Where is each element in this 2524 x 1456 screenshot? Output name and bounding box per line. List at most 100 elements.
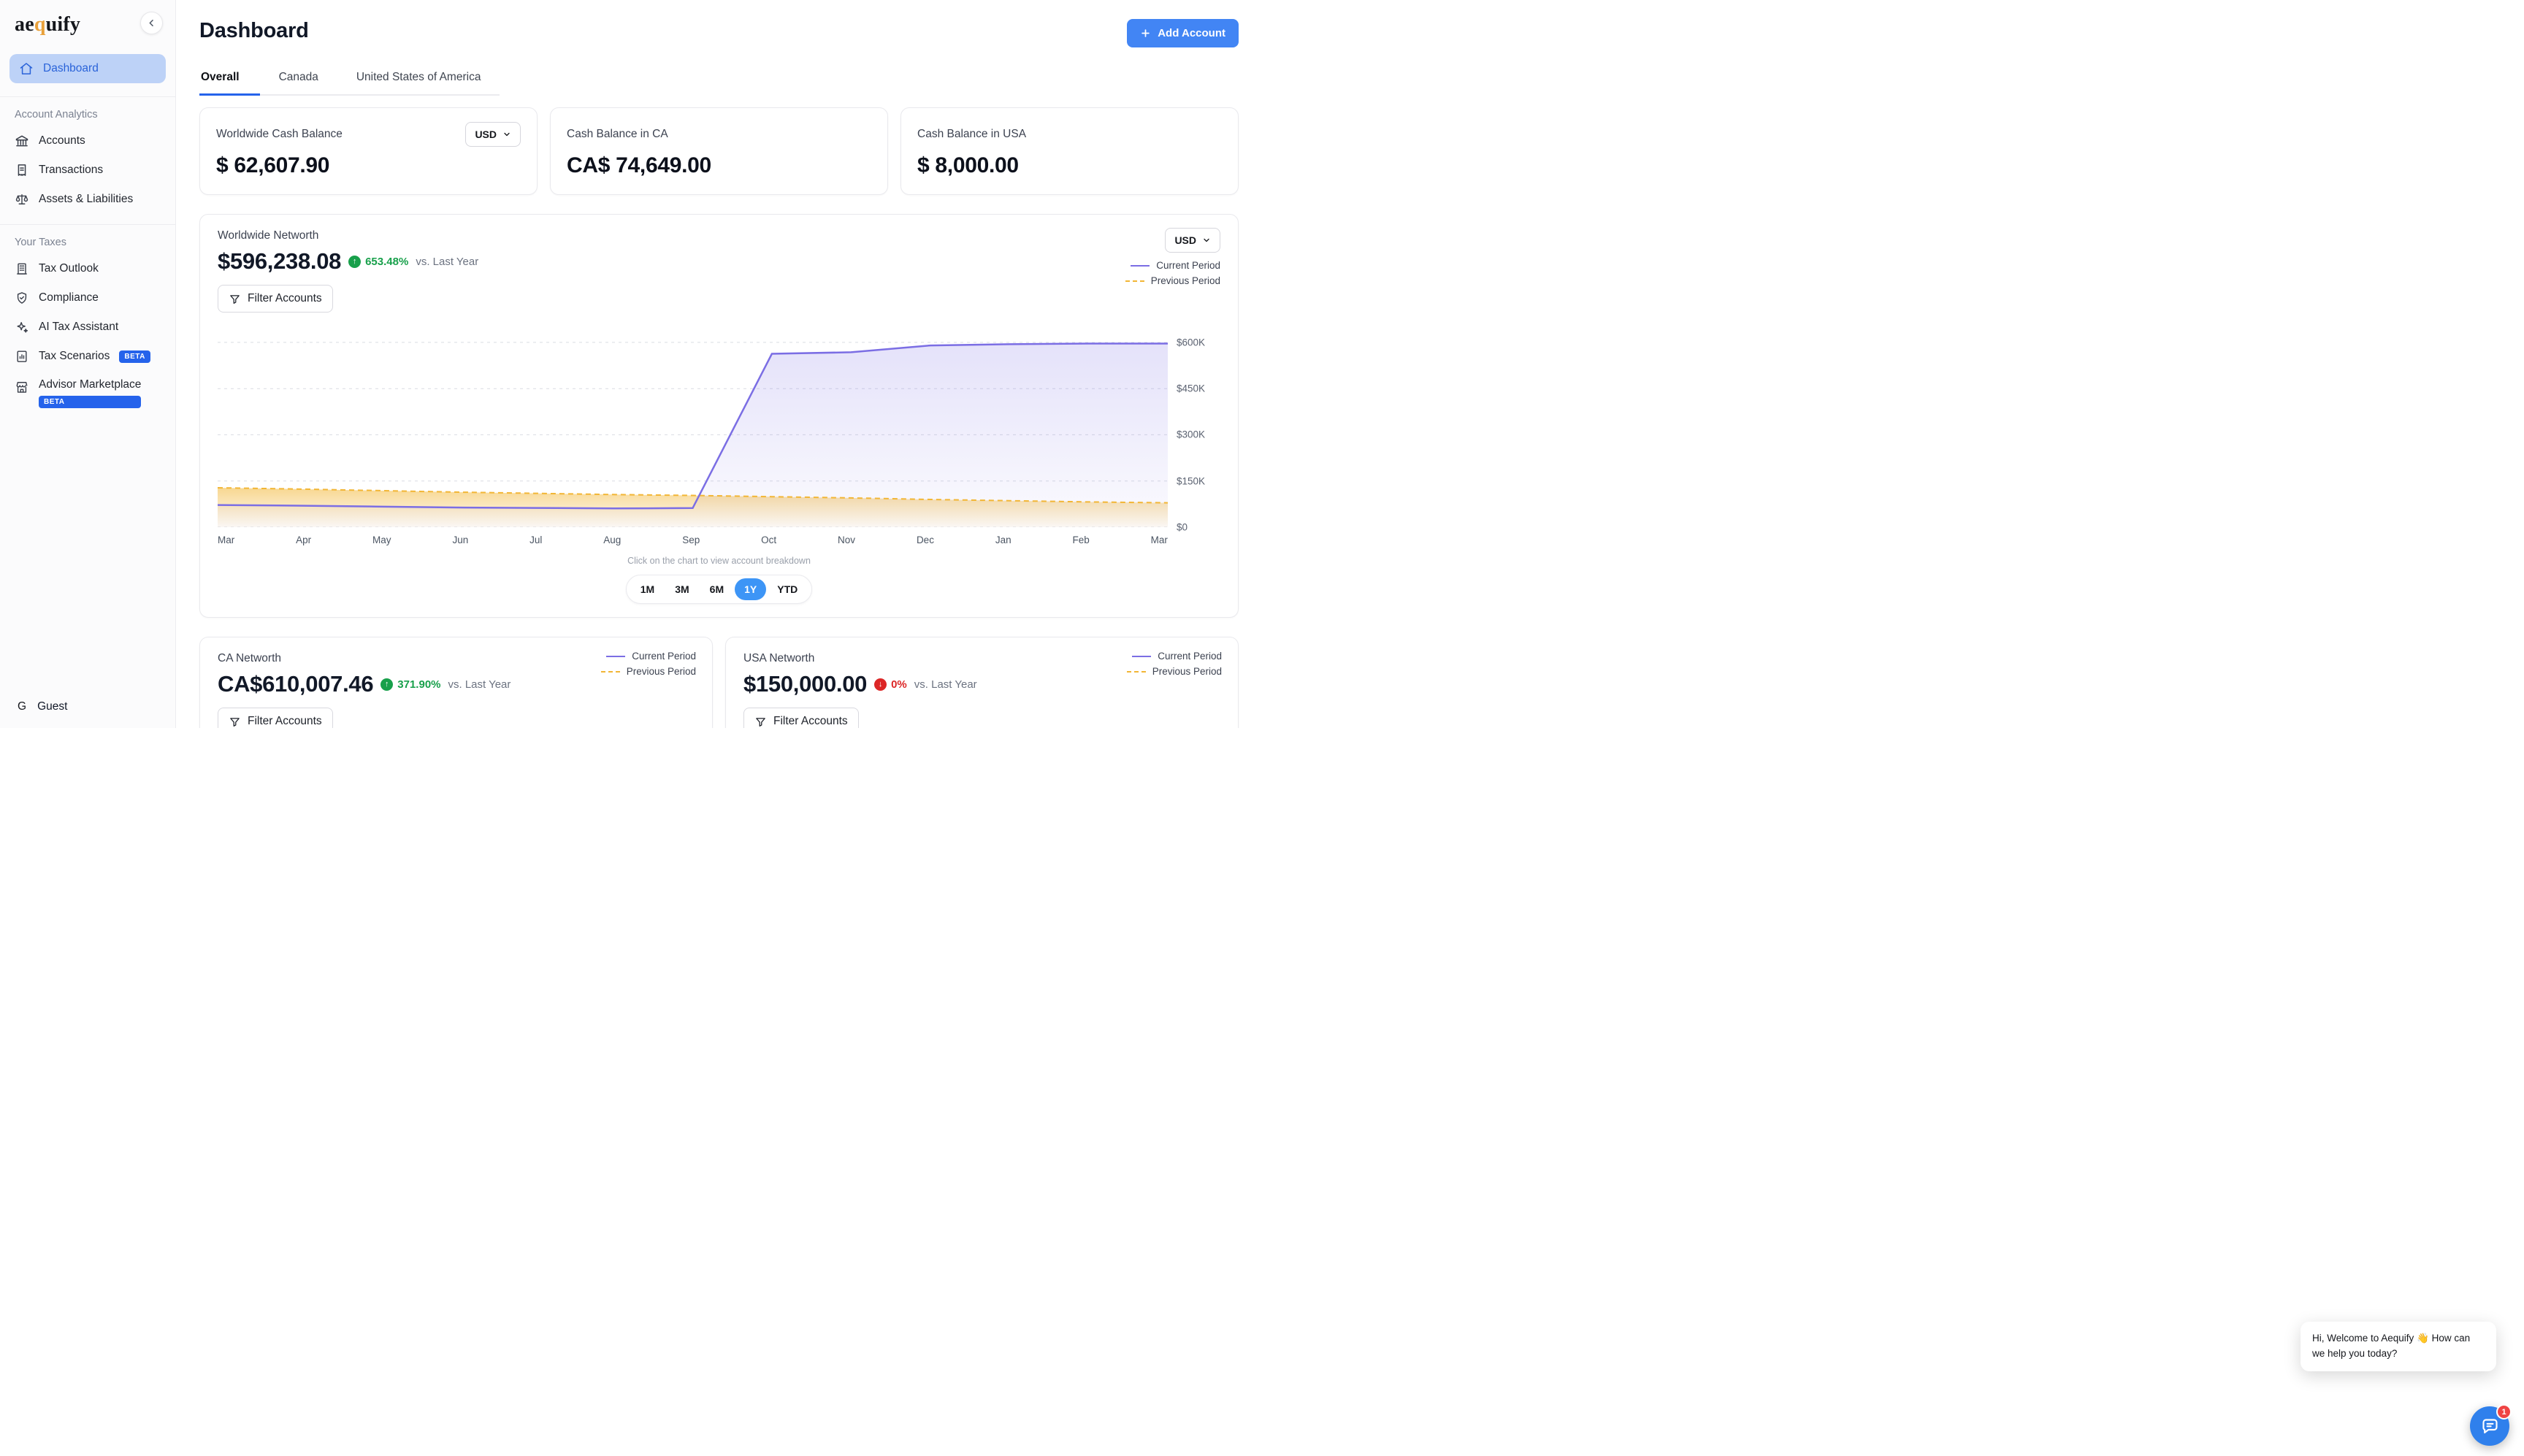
sidebar-item-accounts[interactable]: Accounts — [0, 126, 175, 156]
x-axis-label: Feb — [1072, 534, 1090, 545]
range-pill-3m[interactable]: 3M — [675, 583, 689, 595]
range-pill-1y[interactable]: 1Y — [735, 578, 767, 600]
legend-label-current: Current Period — [1158, 651, 1222, 662]
usa-networth-card: USA Networth $150,000.00 ↓ 0% vs. Last Y… — [725, 637, 1239, 728]
sidebar-item-assets-liabilities[interactable]: Assets & Liabilities — [0, 185, 175, 214]
sidebar-item-label: Tax Scenarios — [39, 350, 110, 362]
x-axis-label: Nov — [838, 534, 856, 545]
x-axis-label: May — [372, 534, 391, 545]
document-chart-icon — [15, 349, 29, 364]
page-title: Dashboard — [199, 19, 309, 42]
main-content: Dashboard Add Account Overall Canada Uni… — [176, 0, 1262, 728]
filter-accounts-label: Filter Accounts — [773, 715, 848, 727]
networth-change-suffix: vs. Last Year — [448, 678, 511, 691]
arrow-up-circle-icon: ↑ — [348, 255, 362, 268]
funnel-icon — [229, 716, 241, 728]
receipt-icon — [15, 163, 29, 177]
currency-select[interactable]: USD — [1165, 228, 1220, 253]
funnel-icon — [229, 293, 241, 305]
networth-change-value: 0% — [891, 678, 907, 691]
legend-label-current: Current Period — [1156, 260, 1220, 271]
stat-label: Worldwide Cash Balance — [216, 128, 343, 140]
stat-label: Cash Balance in CA — [567, 128, 668, 140]
sidebar-item-advisor-marketplace[interactable]: Advisor Marketplace BETA — [0, 371, 175, 415]
sidebar-item-transactions[interactable]: Transactions — [0, 156, 175, 185]
sidebar-divider — [0, 96, 175, 97]
x-axis-label: Sep — [682, 534, 700, 545]
country-tabs: Overall Canada United States of America — [199, 64, 500, 96]
user-profile[interactable]: G Guest — [0, 686, 175, 728]
stat-label: Cash Balance in USA — [917, 128, 1027, 140]
chart-legend: Current Period Previous Period — [1125, 260, 1220, 286]
sidebar-item-tax-scenarios[interactable]: Tax Scenarios BETA — [0, 342, 175, 371]
app-logo: aequify — [0, 0, 175, 45]
time-range-selector: 1M 3M 6M 1Y YTD — [625, 575, 813, 604]
storefront-icon — [15, 380, 29, 394]
chart-legend: Current Period Previous Period — [1126, 651, 1222, 677]
sidebar-collapse-button[interactable] — [140, 12, 163, 34]
sidebar-item-label: Accounts — [39, 134, 85, 147]
stat-value: CA$ 74,649.00 — [567, 153, 711, 177]
networth-change-value: 653.48% — [365, 255, 409, 268]
filter-accounts-button[interactable]: Filter Accounts — [218, 285, 333, 313]
networth-title: Worldwide Networth — [218, 229, 319, 242]
current-period-swatch — [1132, 655, 1152, 657]
sidebar-item-label: Dashboard — [43, 62, 99, 74]
y-axis-label: $600K — [1177, 337, 1206, 348]
networth-change-suffix: vs. Last Year — [416, 255, 479, 268]
usa-cash-balance-card: Cash Balance in USA $ 8,000.00 — [900, 107, 1239, 195]
x-axis-label: Aug — [603, 534, 622, 545]
legend-label-previous: Previous Period — [1150, 275, 1220, 286]
currency-select[interactable]: USD — [465, 122, 521, 147]
sidebar-item-dashboard[interactable]: Dashboard — [9, 54, 166, 83]
tab-canada[interactable]: Canada — [278, 71, 318, 83]
sidebar-section-title: Account Analytics — [15, 109, 98, 120]
add-account-label: Add Account — [1158, 27, 1225, 39]
filter-accounts-button[interactable]: Filter Accounts — [218, 708, 333, 728]
sidebar-item-label: Compliance — [39, 291, 99, 304]
currency-value: USD — [475, 129, 497, 140]
sidebar-item-label: Transactions — [39, 164, 104, 176]
previous-period-swatch — [1126, 670, 1146, 673]
stat-value: $ 62,607.90 — [216, 153, 330, 177]
current-period-swatch — [1131, 264, 1150, 267]
networth-change-badge: ↑ 371.90% — [380, 678, 441, 691]
range-pill-6m[interactable]: 6M — [709, 583, 724, 595]
previous-period-swatch — [1125, 280, 1144, 282]
sidebar-item-tax-outlook[interactable]: Tax Outlook — [0, 254, 175, 283]
add-account-button[interactable]: Add Account — [1127, 19, 1239, 47]
range-pill-1m[interactable]: 1M — [640, 583, 655, 595]
sidebar-item-compliance[interactable]: Compliance — [0, 283, 175, 313]
ca-networth-card: CA Networth CA$610,007.46 ↑ 371.90% vs. … — [199, 637, 713, 728]
sidebar-item-ai-tax-assistant[interactable]: AI Tax Assistant — [0, 313, 175, 342]
x-axis-label: Jul — [529, 534, 543, 545]
range-pill-ytd[interactable]: YTD — [777, 583, 798, 595]
x-axis-label: Jan — [995, 534, 1011, 545]
arrow-down-circle-icon: ↓ — [874, 678, 887, 691]
worldwide-networth-card: Worldwide Networth $596,238.08 ↑ 653.48%… — [199, 214, 1239, 618]
networth-title: CA Networth — [218, 652, 282, 664]
x-axis-label: Jun — [452, 534, 469, 545]
tab-usa[interactable]: United States of America — [356, 71, 481, 83]
sidebar-item-label: Assets & Liabilities — [39, 193, 134, 205]
logo-text: ae — [15, 13, 34, 36]
user-name: Guest — [37, 700, 68, 713]
legend-label-previous: Previous Period — [626, 666, 696, 677]
currency-value: USD — [1174, 234, 1196, 246]
networth-change-badge: ↑ 653.48% — [348, 255, 409, 268]
networth-change-value: 371.90% — [397, 678, 441, 691]
ca-cash-balance-card: Cash Balance in CA CA$ 74,649.00 — [550, 107, 888, 195]
filter-accounts-button[interactable]: Filter Accounts — [743, 708, 859, 728]
filter-accounts-label: Filter Accounts — [248, 715, 322, 727]
networth-chart-svg[interactable] — [218, 330, 1168, 527]
worldwide-cash-balance-card: Worldwide Cash Balance USD $ 62,607.90 — [199, 107, 538, 195]
x-axis-label: Dec — [916, 534, 934, 545]
y-axis-label: $300K — [1177, 429, 1206, 440]
networth-title: USA Networth — [743, 652, 815, 664]
sidebar: aequify Dashboard Account Analytics Acco… — [0, 0, 176, 728]
x-axis-label: Mar — [1150, 534, 1168, 545]
legend-label-previous: Previous Period — [1152, 666, 1222, 677]
chat-launcher-button[interactable]: 1 — [2470, 1404, 2512, 1446]
y-axis-label: $450K — [1177, 383, 1206, 394]
tab-overall[interactable]: Overall — [199, 64, 260, 96]
